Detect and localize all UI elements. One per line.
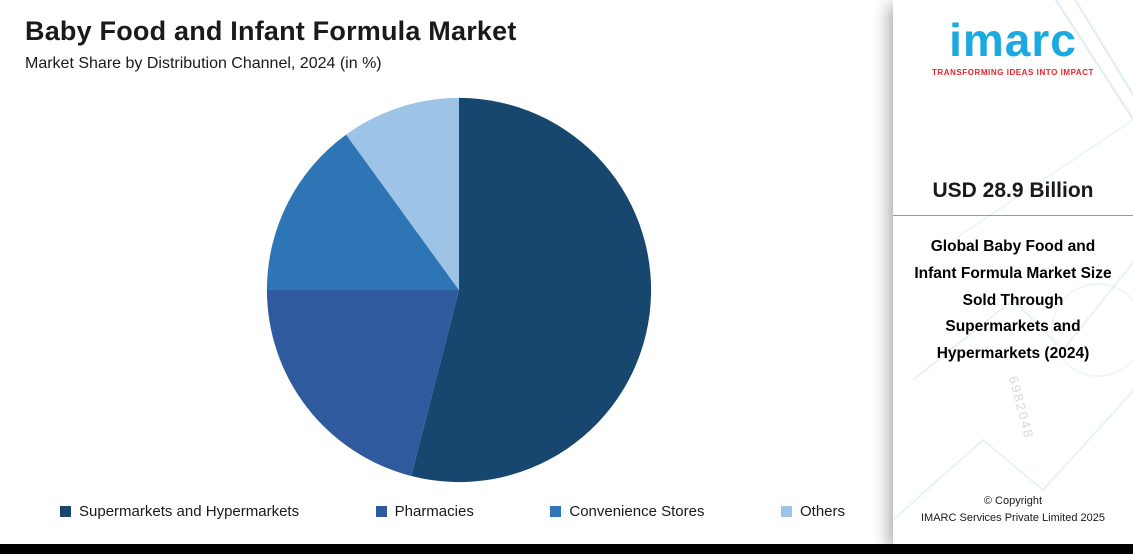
chart-legend: Supermarkets and Hypermarkets Pharmacies C… (60, 503, 845, 520)
legend-item: Pharmacies (375, 503, 474, 520)
logo-tagline: TRANSFORMING IDEAS INTO IMPACT (932, 68, 1094, 78)
pie-slice-convenience-stores (266, 134, 459, 290)
pie-chart-container (263, 94, 655, 486)
pie-slice-pharmacies (266, 290, 459, 477)
copyright-line-2: IMARC Services Private Limited 2025 (920, 511, 1105, 524)
panel-content: imarc TRANSFORMING IDEAS INTO IMPACT USD… (893, 0, 1133, 554)
legend-item: Convenience Stores (550, 503, 704, 520)
chart-header: Baby Food and Infant Formula Market Mark… (25, 16, 865, 73)
copyright: © Copyright IMARC Services Private Limit… (921, 493, 1105, 540)
pie-chart (266, 97, 652, 483)
legend-swatch (375, 506, 387, 517)
legend-label: Others (799, 503, 845, 520)
legend-label: Supermarkets and Hypermarkets (79, 503, 300, 520)
legend-swatch (780, 506, 792, 517)
pie-slice-others (346, 97, 459, 290)
legend-swatch (550, 506, 562, 517)
legend-label: Convenience Stores (569, 503, 705, 520)
chart-subtitle: Market Share by Distribution Channel, 20… (25, 55, 382, 72)
legend-item: Supermarkets and Hypermarkets (60, 503, 299, 520)
legend-label: Pharmacies (394, 503, 474, 520)
legend-item: Others (780, 503, 845, 520)
bottom-accent-bar (0, 544, 1133, 554)
chart-title: Baby Food and Infant Formula Market (25, 16, 517, 46)
imarc-logo: imarc (949, 14, 1077, 66)
market-size-value: USD 28.9 Billion (932, 179, 1094, 203)
market-size-description: Global Baby Food and Infant Formula Mark… (914, 238, 1112, 362)
pie-slice-supermarkets-and-hypermarkets (411, 97, 652, 483)
divider-line (893, 215, 1133, 217)
legend-swatch (60, 506, 71, 517)
copyright-line-1: © Copyright (983, 495, 1043, 507)
brand-panel: 6982048 imarc TRANSFORMING IDEAS INTO IM… (893, 0, 1133, 554)
